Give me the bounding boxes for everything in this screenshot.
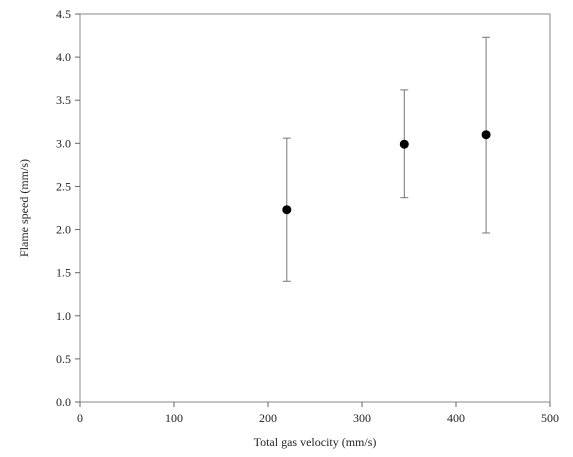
- y-tick-label: 3.5: [56, 93, 71, 107]
- data-series: [282, 36, 491, 282]
- x-tick-label: 400: [447, 411, 465, 425]
- x-tick-label: 200: [259, 411, 277, 425]
- x-tick-label: 100: [165, 411, 183, 425]
- y-tick-label: 4.5: [56, 7, 71, 21]
- y-axis-label: Flame speed (mm/s): [17, 159, 31, 257]
- y-tick-label: 2.5: [56, 179, 71, 193]
- x-tick-label: 0: [77, 411, 83, 425]
- y-tick-label: 2.0: [56, 223, 71, 237]
- data-point: [282, 205, 292, 215]
- y-tick-label: 1.0: [56, 309, 71, 323]
- y-tick-label: 1.5: [56, 266, 71, 280]
- data-point: [481, 130, 491, 140]
- x-tick-label: 500: [541, 411, 559, 425]
- x-tick-label: 300: [353, 411, 371, 425]
- y-tick-label: 3.0: [56, 136, 71, 150]
- y-tick-label: 0.5: [56, 352, 71, 366]
- y-axis: 0.0 0.5 1.0 1.5 2.0 2.5 3.0 3.5 4.0 4.5: [56, 7, 80, 409]
- x-axis: 0 100 200 300 400 500: [77, 402, 559, 425]
- plot-area-frame: [79, 13, 551, 403]
- y-tick-label: 0.0: [56, 395, 71, 409]
- y-tick-label: 4.0: [56, 50, 71, 64]
- data-point: [399, 139, 409, 149]
- x-axis-label: Total gas velocity (mm/s): [254, 435, 377, 449]
